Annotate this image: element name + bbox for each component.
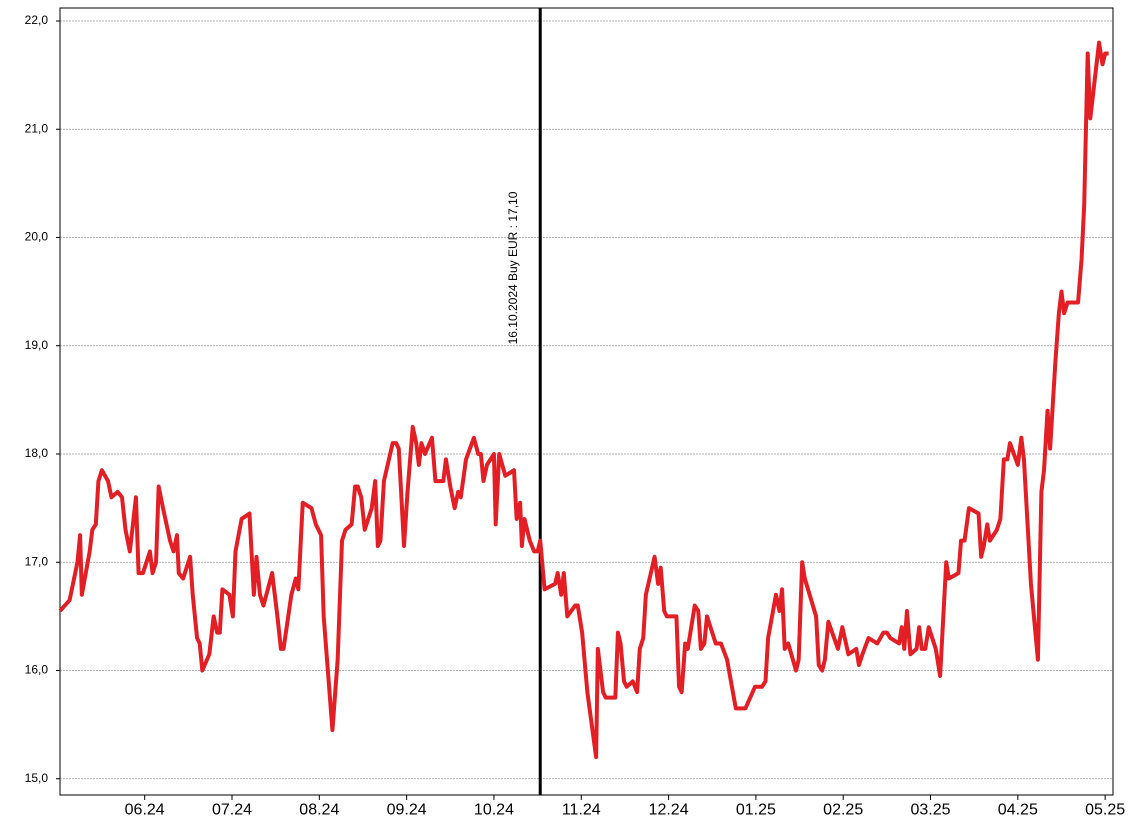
x-tick-label: 06.24 [125, 801, 165, 818]
price-line [58, 40, 1109, 760]
x-tick-label: 10.24 [474, 801, 514, 818]
plot-frame [59, 7, 1114, 796]
annotation-label: 16.10.2024 Buy EUR : 17,10 [506, 191, 520, 344]
y-tick-label: 18,0 [25, 446, 49, 460]
x-tick-label: 08.24 [299, 801, 339, 818]
x-tick-label: 07.24 [212, 801, 252, 818]
x-tick-label: 01.25 [736, 801, 776, 818]
x-tick-label: 11.24 [562, 801, 601, 818]
x-tick-label: 12.24 [649, 801, 689, 818]
x-tick-label: 09.24 [387, 801, 427, 818]
y-tick-label: 22,0 [25, 13, 49, 27]
y-tick-label: 16,0 [25, 663, 49, 677]
y-tick-label: 19,0 [25, 338, 49, 352]
y-tick-label: 15,0 [25, 771, 49, 785]
x-tick-label: 04.25 [998, 801, 1038, 818]
x-tick-label: 05.25 [1085, 801, 1125, 818]
x-tick-label: 03.25 [910, 801, 950, 818]
y-tick-label: 21,0 [25, 121, 49, 135]
x-tick-label: 02.25 [823, 801, 863, 818]
y-tick-label: 20,0 [25, 230, 49, 244]
y-tick-label: 17,0 [25, 554, 49, 568]
